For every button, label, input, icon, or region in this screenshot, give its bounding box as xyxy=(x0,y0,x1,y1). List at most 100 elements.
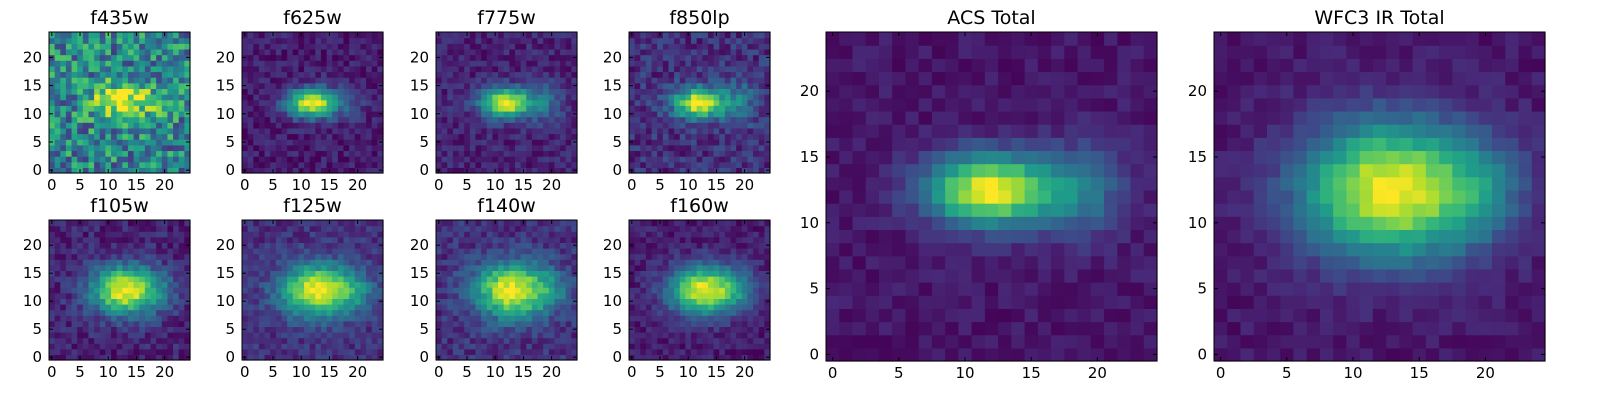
heatmap-cell xyxy=(685,348,692,355)
heatmap-cell xyxy=(696,276,703,283)
heatmap-cell xyxy=(315,337,322,344)
heatmap-cell xyxy=(184,156,191,163)
heatmap-cell xyxy=(309,65,316,73)
heatmap-cell xyxy=(88,161,95,168)
heatmap-cell xyxy=(498,127,505,135)
heatmap-cell xyxy=(150,88,157,95)
heatmap-cell xyxy=(156,354,163,361)
heatmap-cell xyxy=(377,161,384,168)
heatmap-cell xyxy=(71,259,78,266)
heatmap-cell xyxy=(71,94,78,101)
heatmap-cell xyxy=(747,309,754,316)
heatmap-cell xyxy=(691,88,698,95)
heatmap-cell xyxy=(156,122,163,129)
heatmap-cell xyxy=(77,337,84,344)
heatmap-cell xyxy=(492,37,499,44)
heatmap-cell xyxy=(645,133,653,140)
heatmap-cell xyxy=(764,304,771,311)
heatmap-cell xyxy=(173,60,180,67)
heatmap-cell xyxy=(167,99,174,106)
heatmap-cell xyxy=(150,231,157,238)
heatmap-cell xyxy=(657,122,664,129)
heatmap-cell xyxy=(105,88,112,95)
heatmap-cell xyxy=(49,292,56,299)
heatmap-cell xyxy=(736,309,743,316)
x-tick-label: 0 xyxy=(240,363,250,381)
heatmap-cell xyxy=(514,99,522,106)
heatmap-cell xyxy=(258,139,266,146)
heatmap-cell xyxy=(531,167,539,174)
heatmap-cell xyxy=(657,281,664,288)
heatmap-cell xyxy=(144,292,152,299)
heatmap-cell xyxy=(270,65,277,73)
heatmap-cell xyxy=(758,167,765,174)
heatmap-cell xyxy=(94,60,101,67)
heatmap-cell xyxy=(242,225,249,232)
heatmap-cell xyxy=(360,48,367,56)
heatmap-cell xyxy=(111,248,118,255)
heatmap-cell xyxy=(49,156,56,163)
heatmap-cell xyxy=(161,94,169,101)
heatmap-cell xyxy=(349,167,356,174)
heatmap-cell xyxy=(657,54,664,61)
heatmap-cell xyxy=(94,259,101,266)
heatmap-cell xyxy=(60,348,67,355)
heatmap-cell xyxy=(702,298,709,305)
heatmap-cell xyxy=(498,264,505,271)
heatmap-cell xyxy=(292,287,299,294)
heatmap-cell xyxy=(543,298,550,305)
heatmap-cell xyxy=(332,231,339,238)
heatmap-cell xyxy=(486,315,493,322)
heatmap-cell xyxy=(298,348,305,355)
heatmap-cell xyxy=(447,122,454,129)
heatmap-cell xyxy=(343,144,350,152)
heatmap-cell xyxy=(543,54,550,61)
heatmap-cell xyxy=(371,248,378,255)
heatmap-cell xyxy=(651,43,658,50)
heatmap-cell xyxy=(640,292,647,299)
heatmap-cell xyxy=(82,332,90,339)
heatmap-cell xyxy=(315,54,322,61)
heatmap-cell xyxy=(691,43,698,50)
heatmap-cell xyxy=(565,248,572,255)
heatmap-cell xyxy=(298,122,305,129)
heatmap-cell xyxy=(741,150,749,157)
heatmap-cell xyxy=(298,48,305,56)
heatmap-cell xyxy=(343,236,350,243)
heatmap-cell xyxy=(651,144,658,152)
heatmap-cell xyxy=(366,242,373,249)
heatmap-cell xyxy=(315,133,322,140)
heatmap-cell xyxy=(464,315,471,322)
heatmap-cell xyxy=(122,287,129,294)
heatmap-cell xyxy=(298,304,305,311)
heatmap-cell xyxy=(360,65,367,73)
heatmap-cell xyxy=(685,105,692,112)
heatmap-cell xyxy=(167,225,174,232)
heatmap-cell xyxy=(60,48,67,56)
heatmap-cell xyxy=(133,144,140,152)
heatmap-cell xyxy=(674,37,681,44)
heatmap-cell xyxy=(281,110,288,118)
heatmap-cell xyxy=(99,332,106,339)
heatmap-cell xyxy=(144,276,152,283)
heatmap-cell xyxy=(49,320,56,327)
heatmap-cell xyxy=(167,220,174,227)
heatmap-cell xyxy=(127,32,135,39)
heatmap-cell xyxy=(65,304,73,311)
heatmap-cell xyxy=(99,167,106,174)
heatmap-cell xyxy=(441,161,448,168)
heatmap-cell xyxy=(441,259,448,266)
heatmap-cell xyxy=(696,304,703,311)
heatmap-cell xyxy=(122,43,129,50)
heatmap-cell xyxy=(486,105,493,112)
heatmap-cell xyxy=(60,94,67,101)
heatmap-cell xyxy=(133,71,140,78)
heatmap-cell xyxy=(94,276,101,283)
heatmap-cell xyxy=(315,354,322,361)
heatmap-cell xyxy=(304,354,311,361)
heatmap-cell xyxy=(447,144,454,152)
heatmap-cell xyxy=(707,156,715,163)
heatmap-cell xyxy=(360,236,367,243)
heatmap-cell xyxy=(560,270,567,277)
heatmap-cell xyxy=(707,105,715,112)
